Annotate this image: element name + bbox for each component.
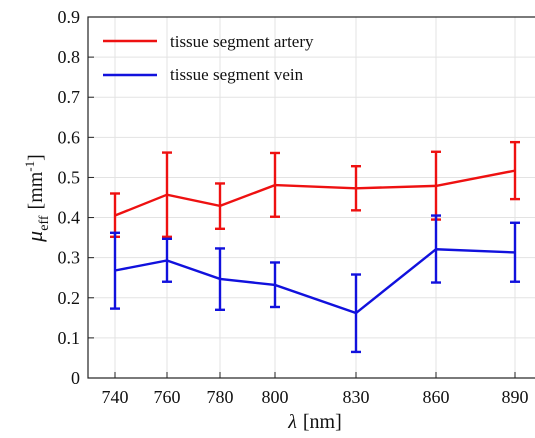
y-tick-label: 0.8 [58,47,81,67]
y-tick-label: 0.9 [58,7,81,27]
y-tick-label: 0.5 [58,167,81,187]
grid [88,16,535,379]
x-axis-symbol: λ [287,411,297,433]
plot-frame [87,16,535,379]
series-1 [110,214,520,354]
x-axis-label: λ [nm] [287,411,342,433]
y-axis-unit-prefix: [mm [25,171,47,209]
y-tick-label: 0.4 [58,208,81,228]
x-tick-label: 890 [502,387,529,407]
x-tick-label: 740 [102,387,129,407]
y-axis-unit-suffix: ] [25,154,47,161]
y-tick-label: 0.6 [58,127,81,147]
y-tick-label: 0.1 [58,328,81,348]
x-tick-label: 760 [154,387,181,407]
y-tick-label: 0 [71,368,80,388]
x-tick-label: 860 [423,387,450,407]
tick-labels: 0 0.1 0.2 0.3 0.4 0.5 0.6 0.7 0.8 0.9 740 760 780 800… [58,7,529,407]
x-tick-label: 780 [207,387,234,407]
legend-label-artery: tissue segment artery [170,32,314,51]
legend-label-vein: tissue segment vein [170,65,304,84]
y-tick-label: 0.3 [58,248,81,268]
series-line [114,248,516,315]
y-tick-label: 0.2 [58,288,81,308]
y-axis-subscript: eff [37,215,52,231]
y-axis-symbol: μ [22,231,47,243]
x-tick-label: 800 [262,387,289,407]
legend: tissue segment artery tissue segment vei… [103,32,314,84]
x-axis-unit: [nm] [303,411,342,433]
y-tick-label: 0.7 [58,87,81,107]
x-tick-label: 830 [343,387,370,407]
y-axis-label: μeff [mm-1] [22,154,52,243]
y-axis-unit-sup: -1 [22,161,37,172]
series-layer [110,140,520,354]
series-0 [110,140,520,239]
series-line [114,169,516,217]
